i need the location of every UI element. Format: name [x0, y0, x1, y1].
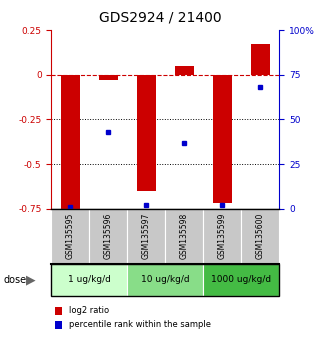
Text: 1 ug/kg/d: 1 ug/kg/d [68, 275, 111, 284]
Bar [137, 75, 156, 191]
Text: GSM135595: GSM135595 [66, 213, 75, 259]
Bar [251, 44, 270, 75]
Text: log2 ratio: log2 ratio [69, 306, 109, 315]
Text: 1000 ug/kg/d: 1000 ug/kg/d [211, 275, 271, 284]
Text: GSM135600: GSM135600 [256, 213, 265, 259]
Text: 10 ug/kg/d: 10 ug/kg/d [141, 275, 190, 284]
Bar [213, 75, 232, 204]
Text: GSM135596: GSM135596 [104, 213, 113, 259]
Text: GSM135597: GSM135597 [142, 213, 151, 259]
Text: GSM135598: GSM135598 [180, 213, 189, 259]
Text: percentile rank within the sample: percentile rank within the sample [69, 320, 211, 330]
Bar [99, 75, 118, 80]
Bar [175, 66, 194, 75]
Text: dose: dose [3, 275, 26, 285]
Text: GDS2924 / 21400: GDS2924 / 21400 [99, 11, 222, 25]
Text: GSM135599: GSM135599 [218, 213, 227, 259]
Bar [61, 75, 80, 209]
Text: ▶: ▶ [26, 273, 35, 286]
